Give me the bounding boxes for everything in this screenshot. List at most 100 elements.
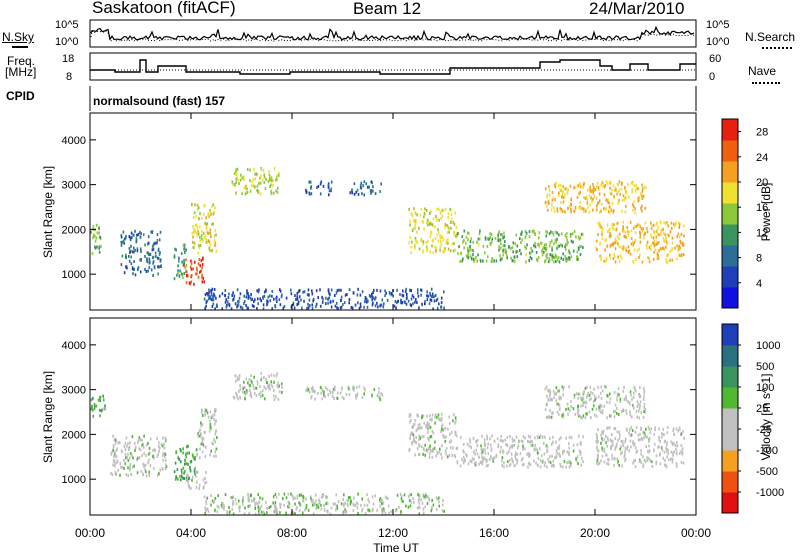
heatmap-cell bbox=[495, 259, 498, 263]
heatmap-cell bbox=[175, 248, 177, 252]
heatmap-cell bbox=[321, 397, 323, 401]
heatmap-cell bbox=[607, 462, 610, 466]
heatmap-cell bbox=[135, 239, 138, 243]
heatmap-cell bbox=[445, 447, 448, 451]
heatmap-cell bbox=[485, 259, 488, 263]
heatmap-cell bbox=[602, 429, 605, 433]
heatmap-cell bbox=[489, 437, 491, 441]
heatmap-cell bbox=[411, 240, 413, 244]
heatmap-cell bbox=[616, 392, 619, 396]
heatmap-cell bbox=[426, 423, 429, 427]
heatmap-cell bbox=[180, 468, 183, 472]
heatmap-cell bbox=[461, 458, 463, 461]
heatmap-cell bbox=[190, 261, 193, 265]
heatmap-cell bbox=[679, 428, 681, 431]
heatmap-cell bbox=[597, 440, 599, 443]
heatmap-cell bbox=[553, 260, 555, 264]
heatmap-cell bbox=[607, 198, 610, 202]
heatmap-cell bbox=[322, 494, 324, 498]
heatmap-cell bbox=[600, 459, 602, 463]
heatmap-cell bbox=[217, 494, 219, 498]
heatmap-cell bbox=[665, 463, 667, 467]
heatmap-cell bbox=[410, 245, 412, 249]
heatmap-cell bbox=[320, 495, 323, 499]
heatmap-cell bbox=[206, 222, 209, 226]
heatmap-cell bbox=[204, 234, 207, 238]
heatmap-cell bbox=[520, 252, 522, 256]
heatmap-cell bbox=[198, 456, 201, 460]
heatmap-cell bbox=[238, 377, 241, 381]
heatmap-cell bbox=[614, 237, 617, 241]
heatmap-cell bbox=[613, 209, 615, 213]
heatmap-cell bbox=[137, 268, 139, 271]
heatmap-cell bbox=[513, 444, 516, 447]
heatmap-cell bbox=[627, 233, 630, 237]
heatmap-cell bbox=[421, 435, 423, 439]
heatmap-cell bbox=[269, 505, 272, 509]
heatmap-cell bbox=[438, 417, 440, 421]
heatmap-cell bbox=[364, 388, 366, 392]
heatmap-cell bbox=[613, 410, 615, 413]
heatmap-cell bbox=[479, 259, 482, 263]
heatmap-cell bbox=[351, 188, 353, 192]
heatmap-cell bbox=[440, 452, 442, 456]
heatmap-cell bbox=[628, 195, 630, 199]
heatmap-cell bbox=[202, 239, 204, 243]
heatmap-cell bbox=[290, 492, 292, 496]
heatmap-cell bbox=[456, 460, 459, 464]
heatmap-cell bbox=[549, 415, 551, 419]
heatmap-cell bbox=[342, 498, 345, 502]
heatmap-cell bbox=[639, 232, 642, 236]
heatmap-cell bbox=[158, 449, 160, 453]
heatmap-cell bbox=[528, 440, 531, 444]
heatmap-cell bbox=[234, 498, 237, 502]
heatmap-cell bbox=[161, 454, 164, 458]
heatmap-cell bbox=[384, 512, 387, 515]
heatmap-cell bbox=[643, 458, 646, 462]
heatmap-cell bbox=[603, 404, 605, 408]
heatmap-cell bbox=[596, 201, 599, 205]
heatmap-cell bbox=[122, 239, 125, 243]
heatmap-cell bbox=[614, 186, 617, 190]
heatmap-cell bbox=[310, 387, 313, 390]
heatmap-cell bbox=[659, 452, 662, 456]
heatmap-cell bbox=[294, 502, 296, 506]
heatmap-cell bbox=[579, 245, 582, 248]
heatmap-cell bbox=[366, 503, 369, 507]
heatmap-cell bbox=[486, 244, 489, 248]
heatmap-cell bbox=[553, 464, 555, 468]
heatmap-cell bbox=[381, 393, 384, 397]
heatmap-cell bbox=[580, 416, 582, 420]
heatmap-cell bbox=[540, 241, 543, 245]
heatmap-cell bbox=[439, 245, 442, 249]
heatmap-cell bbox=[130, 236, 133, 240]
heatmap-cell bbox=[520, 439, 523, 443]
heatmap-cell bbox=[343, 493, 345, 497]
heatmap-cell bbox=[308, 304, 311, 308]
heatmap-cell bbox=[653, 442, 656, 446]
heatmap-cell bbox=[208, 248, 211, 252]
heatmap-cell bbox=[439, 418, 441, 422]
heatmap-cell bbox=[474, 452, 476, 456]
heatmap-cell bbox=[453, 413, 455, 417]
heatmap-cell bbox=[546, 193, 549, 197]
heatmap-cell bbox=[426, 502, 429, 505]
heatmap-cell bbox=[422, 447, 425, 451]
heatmap-cell bbox=[235, 191, 237, 195]
heatmap-cell bbox=[541, 253, 544, 257]
heatmap-cell bbox=[484, 251, 486, 255]
heatmap-cell bbox=[416, 427, 419, 431]
heatmap-cell bbox=[182, 451, 184, 455]
heatmap-cell bbox=[431, 413, 434, 417]
heatmap-cell bbox=[565, 231, 568, 235]
heatmap-cell bbox=[674, 444, 677, 448]
heatmap-cell bbox=[598, 199, 601, 203]
heatmap-cell bbox=[423, 495, 425, 499]
heatmap-cell bbox=[648, 449, 651, 453]
heatmap-cell bbox=[327, 510, 329, 514]
heatmap-cell bbox=[506, 254, 508, 258]
heatmap-cell bbox=[303, 299, 305, 303]
heatmap-cell bbox=[570, 210, 572, 214]
heatmap-cell bbox=[120, 243, 123, 247]
heatmap-cell bbox=[274, 505, 276, 509]
